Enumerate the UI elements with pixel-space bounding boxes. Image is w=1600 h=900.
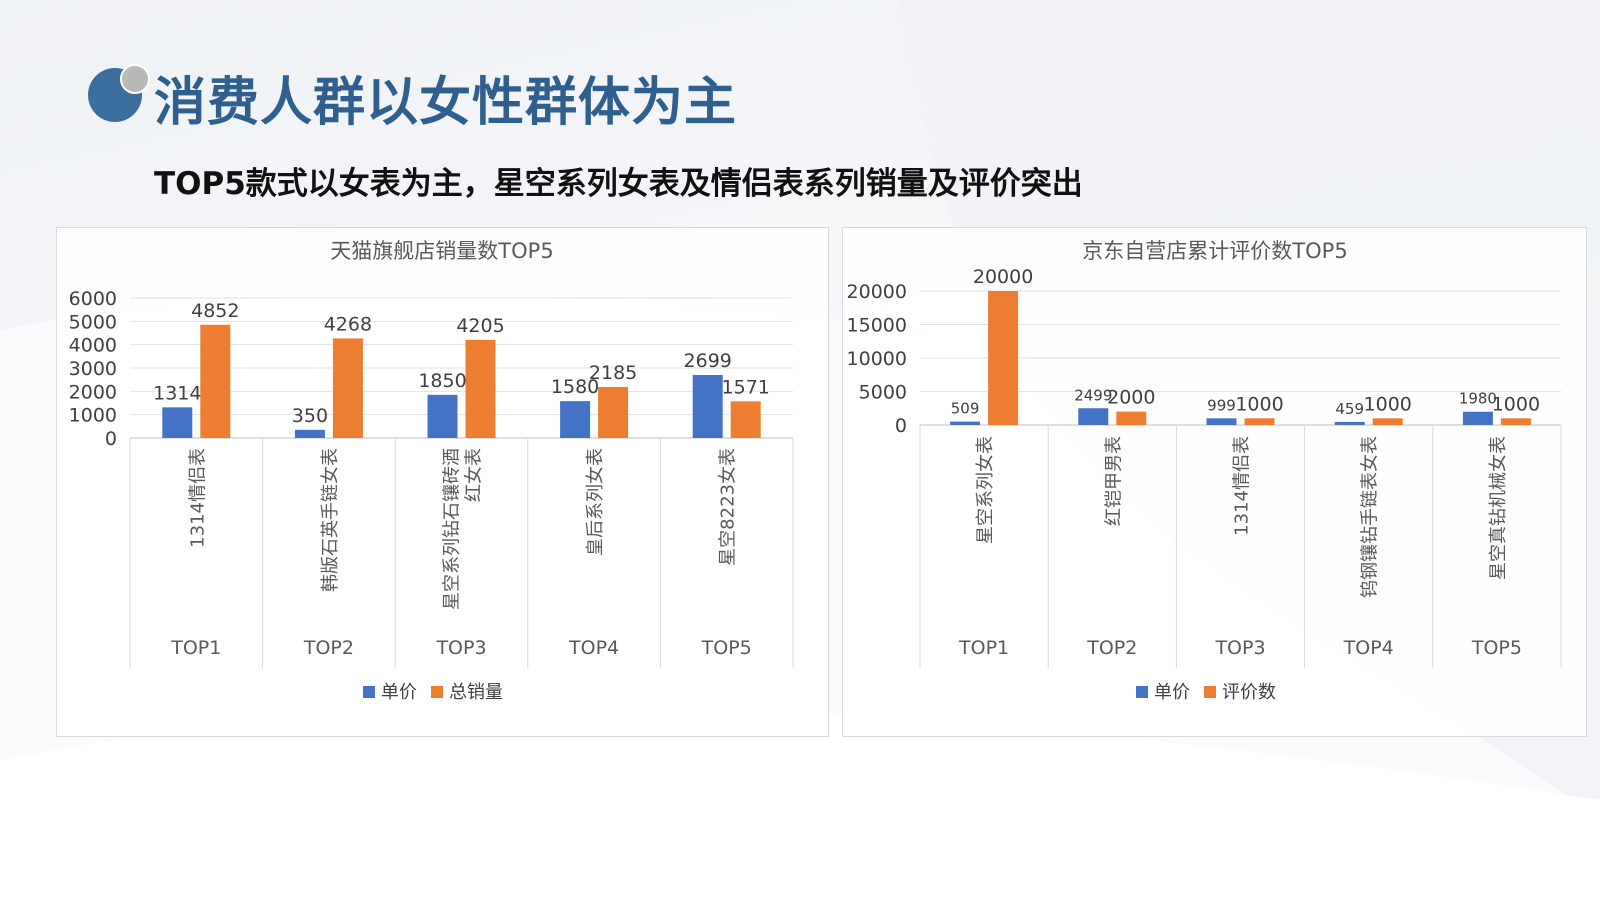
data-label: 4268: [324, 313, 372, 335]
data-label: 4852: [191, 300, 239, 322]
bar-series-a: [560, 401, 591, 438]
data-label: 1000: [1235, 393, 1283, 415]
group-label: TOP1: [958, 637, 1009, 659]
bar-series-b: [1372, 418, 1403, 425]
y-tick-label: 5000: [859, 382, 907, 404]
data-label: 1314: [153, 382, 201, 404]
bar-series-b: [1500, 418, 1531, 425]
legend-swatch: [431, 686, 443, 698]
y-tick-label: 6000: [69, 288, 117, 310]
group-label: TOP2: [303, 637, 354, 659]
group-label: TOP4: [1343, 637, 1394, 659]
tmall-sales-chart: 天猫旗舰店销量数TOP5 0 1000 2000 3000 4000 5000 6000 131…: [56, 227, 829, 737]
group-label: TOP5: [1471, 637, 1522, 659]
bar-series-b: [1116, 411, 1147, 425]
category-label: 1314情侣表: [187, 448, 208, 548]
group-label: TOP1: [170, 637, 221, 659]
group-label: TOP4: [568, 637, 619, 659]
category-label: 钨钢镶钻手链表女表: [1360, 436, 1381, 598]
jd-reviews-chart: 京东自营店累计评价数TOP5 0 5000 10000 15000 20000 509 200…: [842, 227, 1587, 737]
category-label: 星空系列女表: [975, 436, 996, 544]
data-label: 4205: [456, 315, 504, 337]
bar-series-a: [294, 429, 325, 438]
data-label: 459: [1335, 400, 1364, 418]
page-title: 消费人群以女性群体为主: [154, 73, 738, 133]
y-tick-label: 20000: [847, 281, 907, 303]
bar-series-a: [1462, 411, 1493, 425]
bar-series-b: [598, 387, 629, 438]
legend-label: 总销量: [449, 682, 503, 703]
group-label: TOP2: [1086, 637, 1137, 659]
data-label: 1580: [551, 376, 599, 398]
data-label: 2185: [589, 362, 637, 384]
y-tick-label: 0: [895, 415, 907, 437]
legend-swatch: [363, 686, 375, 698]
y-tick-label: 0: [105, 428, 117, 450]
y-tick-label: 4000: [69, 335, 117, 357]
category-label: 皇后系列女表: [585, 448, 606, 556]
legend-label: 单价: [381, 682, 417, 703]
bar-series-a: [1078, 408, 1109, 425]
legend-label: 评价数: [1222, 682, 1276, 703]
chart-title: 天猫旗舰店销量数TOP5: [330, 239, 553, 263]
y-tick-label: 1000: [69, 405, 117, 427]
bar-series-a: [1206, 418, 1237, 425]
chart-title: 京东自营店累计评价数TOP5: [1082, 239, 1347, 263]
category-label: 星空真钻机械女表: [1488, 436, 1509, 580]
category-label: 1314情侣表: [1232, 436, 1253, 536]
data-label: 1000: [1364, 393, 1412, 415]
bar-series-a: [1334, 421, 1365, 425]
legend-swatch: [1136, 686, 1148, 698]
page-subtitle: TOP5款式以女表为主，星空系列女表及情侣表系列销量及评价突出: [154, 166, 1083, 202]
group-label: TOP3: [435, 637, 486, 659]
category-label: 星空系列钻石镶砖酒: [442, 448, 463, 610]
bar-series-b: [988, 291, 1019, 425]
data-label: 1850: [418, 370, 466, 392]
data-label: 999: [1207, 396, 1236, 414]
title-bullet-accent-icon: [120, 64, 150, 94]
bar-series-b: [200, 324, 231, 438]
bar-series-b: [332, 338, 363, 438]
bar-series-a: [162, 407, 193, 438]
data-label: 350: [292, 405, 328, 427]
data-label: 1571: [722, 376, 770, 398]
data-label: 1980: [1459, 390, 1497, 408]
group-label: TOP5: [701, 637, 752, 659]
category-label: 红铠甲男表: [1103, 436, 1124, 526]
bar-series-b: [1244, 418, 1275, 425]
y-tick-label: 15000: [847, 315, 907, 337]
category-label: 星空8223女表: [718, 448, 739, 566]
jd-reviews-chart-svg: 京东自营店累计评价数TOP5 0 5000 10000 15000 20000 509 200…: [847, 239, 1562, 703]
y-tick-label: 3000: [69, 358, 117, 380]
data-label: 1000: [1492, 393, 1540, 415]
y-tick-label: 2000: [69, 381, 117, 403]
data-label: 2000: [1107, 387, 1155, 409]
y-tick-label: 5000: [69, 311, 117, 333]
y-tick-label: 10000: [847, 348, 907, 370]
legend-swatch: [1204, 686, 1216, 698]
data-label: 509: [951, 400, 980, 418]
bar-series-b: [465, 339, 496, 438]
legend-label: 单价: [1154, 682, 1190, 703]
bar-series-b: [730, 401, 761, 438]
group-label: TOP3: [1214, 637, 1265, 659]
data-label: 20000: [973, 266, 1033, 288]
category-label: 红女表: [464, 448, 485, 502]
category-label: 韩版石英手链女表: [320, 448, 341, 592]
bar-series-a: [427, 394, 458, 438]
data-label: 2499: [1074, 386, 1112, 404]
bar-series-a: [950, 421, 981, 425]
bar-series-a: [692, 375, 723, 438]
data-label: 2699: [684, 350, 732, 372]
